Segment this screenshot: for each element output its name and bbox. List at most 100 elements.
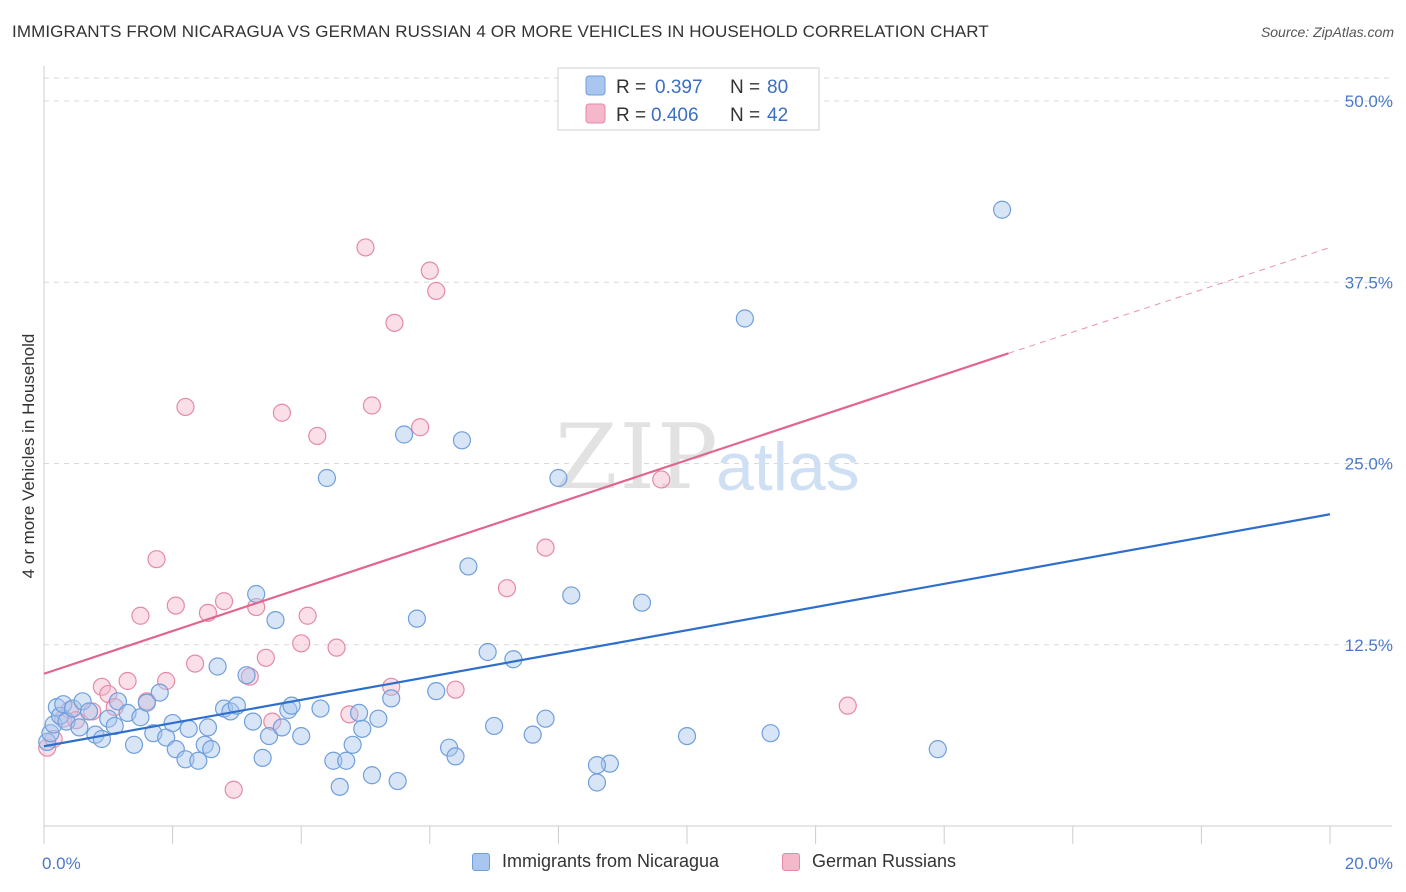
- point-nicaragua: [388, 771, 407, 791]
- point-nicaragua: [70, 718, 89, 737]
- point-german-russians: [340, 705, 359, 724]
- point-nicaragua: [504, 650, 523, 669]
- point-nicaragua: [353, 719, 372, 738]
- point-nicaragua: [54, 695, 73, 714]
- legend-n-value-blue: 80: [767, 77, 788, 98]
- point-german-russians: [186, 654, 205, 673]
- point-german-russians: [420, 261, 439, 280]
- point-nicaragua: [485, 716, 504, 736]
- point-nicaragua: [337, 751, 356, 770]
- point-nicaragua: [324, 751, 343, 770]
- point-nicaragua: [108, 692, 128, 711]
- series-nicaragua: [38, 200, 1012, 796]
- point-nicaragua: [317, 468, 337, 488]
- point-german-russians: [118, 671, 137, 691]
- point-nicaragua: [243, 712, 263, 731]
- point-nicaragua: [382, 689, 401, 708]
- point-nicaragua: [523, 725, 542, 744]
- trend-extension-german-russians: [1008, 246, 1331, 354]
- point-nicaragua: [330, 777, 349, 796]
- point-german-russians: [427, 281, 446, 301]
- x-tick-label: 0.0%: [42, 854, 81, 873]
- legend-label-nicaragua: Immigrants from Nicaragua: [502, 851, 720, 871]
- point-german-russians: [446, 680, 465, 699]
- point-german-russians: [256, 648, 275, 667]
- y-axis-label: 4 or more Vehicles in Household: [19, 334, 38, 579]
- series-legend: Immigrants from Nicaragua German Russian…: [0, 851, 1406, 879]
- zipatlas-watermark: ZIP atlas: [555, 405, 860, 510]
- trend-lines: [43, 246, 1331, 748]
- y-tick-label: 25.0%: [1345, 455, 1393, 474]
- point-nicaragua: [124, 735, 144, 754]
- point-nicaragua: [587, 773, 607, 792]
- point-german-russians: [838, 696, 857, 715]
- point-german-russians: [411, 418, 430, 437]
- point-nicaragua: [73, 692, 92, 711]
- point-german-russians: [292, 634, 311, 653]
- legend-r-label-pink: R =: [616, 105, 646, 126]
- point-nicaragua: [266, 610, 285, 630]
- axes: [43, 66, 1392, 844]
- point-nicaragua: [362, 766, 382, 785]
- legend-item-german-russians[interactable]: German Russians: [782, 851, 956, 872]
- point-german-russians: [263, 712, 282, 731]
- watermark-atlas: atlas: [716, 429, 860, 505]
- point-nicaragua: [677, 726, 697, 746]
- legend-n-label-blue: N =: [730, 77, 760, 98]
- x-tick-labels: 0.0% 20.0%: [42, 854, 1393, 873]
- y-tick-labels: 12.5% 25.0% 37.5% 50.0%: [1345, 92, 1393, 655]
- point-german-russians: [92, 677, 111, 696]
- point-german-russians: [214, 592, 234, 611]
- chart-title: IMMIGRANTS FROM NICARAGUA VS GERMAN RUSS…: [12, 22, 989, 41]
- point-nicaragua: [452, 431, 472, 450]
- legend-r-value-pink: 0.406: [651, 105, 699, 126]
- point-nicaragua: [761, 724, 780, 743]
- trend-line-nicaragua: [43, 513, 1331, 748]
- point-german-russians: [536, 538, 555, 557]
- point-nicaragua: [208, 657, 227, 676]
- point-nicaragua: [189, 751, 208, 770]
- point-nicaragua: [79, 702, 99, 721]
- point-nicaragua: [536, 709, 555, 728]
- stats-legend: R = 0.397 N = 80 R = 0.406 N = 42: [557, 67, 820, 131]
- point-nicaragua: [349, 703, 369, 723]
- legend-item-nicaragua[interactable]: Immigrants from Nicaragua: [472, 851, 719, 872]
- point-german-russians: [308, 426, 327, 446]
- point-german-russians: [157, 671, 176, 691]
- point-german-russians: [497, 579, 517, 598]
- legend-swatch-pink: [585, 103, 606, 124]
- source-credit: Source: ZipAtlas.com: [1260, 24, 1394, 40]
- y-tick-label: 12.5%: [1345, 636, 1393, 655]
- point-nicaragua: [735, 309, 754, 328]
- point-nicaragua: [237, 666, 256, 685]
- legend-r-value-blue: 0.397: [655, 77, 703, 98]
- point-nicaragua: [632, 593, 652, 612]
- point-nicaragua: [407, 609, 427, 628]
- legend-r-label-blue: R =: [616, 77, 646, 98]
- point-nicaragua: [311, 699, 330, 718]
- point-nicaragua: [179, 719, 198, 738]
- point-nicaragua: [459, 557, 478, 576]
- point-german-russians: [147, 550, 166, 569]
- legend-swatch-blue: [585, 75, 606, 96]
- point-nicaragua: [99, 709, 118, 728]
- point-german-russians: [356, 238, 375, 257]
- point-nicaragua: [259, 726, 279, 746]
- y-tick-label: 50.0%: [1345, 92, 1393, 111]
- point-nicaragua: [587, 755, 607, 775]
- point-nicaragua: [446, 747, 465, 766]
- point-nicaragua: [202, 740, 221, 759]
- point-german-russians: [327, 638, 346, 657]
- point-german-russians: [166, 596, 185, 615]
- point-nicaragua: [150, 683, 169, 702]
- legend-swatch-german-russians: [782, 852, 800, 871]
- point-nicaragua: [198, 718, 218, 737]
- x-tick-label: 20.0%: [1345, 854, 1393, 873]
- point-nicaragua: [137, 693, 156, 712]
- point-nicaragua: [92, 729, 111, 749]
- series-german-russians: [38, 238, 857, 799]
- point-nicaragua: [272, 718, 292, 737]
- point-nicaragua: [928, 740, 947, 759]
- point-german-russians: [652, 470, 671, 489]
